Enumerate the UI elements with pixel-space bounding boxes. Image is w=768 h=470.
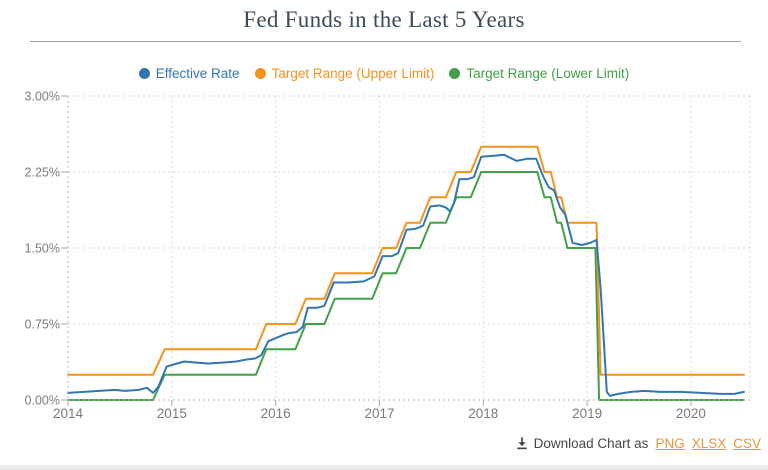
svg-text:2017: 2017 — [364, 406, 394, 421]
download-png-link[interactable]: PNG — [655, 436, 685, 451]
legend-item-target-lower[interactable]: Target Range (Lower Limit) — [449, 66, 629, 81]
svg-text:2.25%: 2.25% — [25, 166, 60, 180]
legend-item-target-upper[interactable]: Target Range (Upper Limit) — [254, 66, 435, 81]
title-divider — [30, 41, 741, 42]
svg-text:2020: 2020 — [676, 406, 706, 421]
download-label: Download Chart as — [533, 436, 649, 451]
effective-rate-dot-icon — [138, 68, 150, 79]
svg-text:3.00%: 3.00% — [25, 90, 60, 104]
svg-text:0.75%: 0.75% — [25, 318, 60, 332]
legend-item-effective-rate[interactable]: Effective Rate — [138, 66, 240, 81]
svg-text:1.50%: 1.50% — [25, 242, 60, 256]
page-bottom-divider — [0, 465, 768, 470]
svg-text:2019: 2019 — [572, 406, 602, 421]
svg-text:2016: 2016 — [261, 406, 291, 421]
target-upper-dot-icon — [254, 68, 266, 79]
svg-text:2015: 2015 — [157, 406, 187, 421]
svg-text:2014: 2014 — [53, 406, 84, 421]
svg-text:2018: 2018 — [468, 406, 498, 421]
download-icon — [516, 437, 527, 450]
svg-text:0.00%: 0.00% — [25, 394, 60, 408]
download-bar: Download Chart as PNG XLSX CSV — [515, 436, 761, 451]
legend-label: Target Range (Upper Limit) — [271, 66, 435, 81]
target-lower-dot-icon — [449, 68, 461, 79]
download-xlsx-link[interactable]: XLSX — [691, 436, 727, 451]
page-title: Fed Funds in the Last 5 Years — [243, 7, 525, 32]
download-csv-link[interactable]: CSV — [733, 436, 761, 451]
legend-label: Effective Rate — [155, 66, 240, 81]
chart-legend: Effective Rate Target Range (Upper Limit… — [0, 66, 768, 81]
legend-label: Target Range (Lower Limit) — [466, 66, 630, 81]
